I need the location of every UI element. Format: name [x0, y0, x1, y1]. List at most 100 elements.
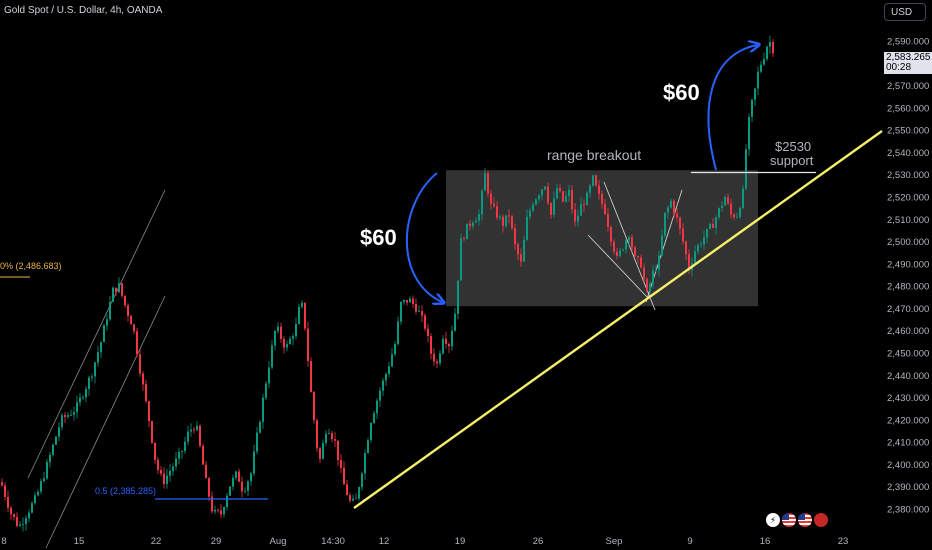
candle-body: [760, 64, 762, 72]
rising-trendline[interactable]: [353, 130, 883, 509]
candle-body: [439, 353, 441, 364]
candle-body: [334, 439, 336, 441]
candle-body: [229, 486, 231, 496]
candle-body: [493, 203, 495, 207]
channel-line: [45, 295, 166, 549]
y-axis: 2,380.000 2,390.000 2,400.000 2,410.000 2,42…: [887, 37, 929, 516]
candle-body: [175, 458, 177, 467]
y-tick-label: 2,420.000: [887, 415, 929, 426]
candle-body: [253, 451, 255, 474]
y-tick-label: 2,480.000: [887, 282, 929, 293]
candle-body: [313, 392, 315, 421]
candle-body: [118, 283, 120, 293]
candle-body: [67, 415, 69, 417]
move-right-label: $60: [663, 80, 700, 105]
candle-body: [475, 220, 477, 223]
candle-body: [211, 496, 213, 512]
last-price-tag: 2,583.265 00:28: [884, 52, 932, 74]
candle-body: [754, 88, 756, 100]
candle-body: [520, 254, 522, 262]
candle-body: [460, 238, 462, 281]
candle-body: [217, 509, 219, 511]
candle-body: [46, 462, 48, 479]
candle-body: [451, 330, 453, 347]
x-tick-label: Aug: [270, 536, 287, 547]
candle-body: [448, 344, 450, 347]
candle-body: [28, 512, 30, 519]
candle-body: [643, 267, 645, 279]
candle-body: [583, 204, 585, 206]
candle-body: [298, 306, 300, 324]
candle-body: [661, 235, 663, 256]
candle-body: [343, 467, 345, 485]
candle-body: [511, 216, 513, 229]
candle-body: [13, 514, 15, 518]
candle-body: [577, 215, 579, 222]
candle-body: [10, 507, 12, 515]
candle-body: [58, 427, 60, 437]
candle-body: [436, 361, 438, 364]
candle-body: [652, 270, 654, 284]
candle-body: [112, 287, 114, 302]
candle-body: [712, 223, 714, 229]
candle-body: [517, 244, 519, 255]
candle-body: [37, 491, 39, 496]
candle-body: [91, 376, 93, 378]
x-axis: 8 15 22 29 Aug 14:30 12 19 26 Sep 9 16 23: [1, 536, 848, 547]
candle-body: [379, 390, 381, 401]
candle-body: [103, 325, 105, 343]
candle-body: [64, 415, 66, 417]
candle-body: [607, 213, 609, 228]
candle-body: [145, 384, 147, 402]
candle-body: [70, 414, 72, 416]
candle-body: [499, 216, 501, 218]
candle-body: [34, 495, 36, 504]
candle-body: [544, 186, 546, 190]
us-flag-icon[interactable]: [782, 513, 796, 527]
candle-body: [397, 321, 399, 345]
candle-body: [76, 402, 78, 413]
channel-line: [27, 189, 166, 479]
candle-body: [541, 189, 543, 196]
candle-body: [685, 241, 687, 255]
candle-body: [316, 420, 318, 449]
candle-body: [769, 41, 771, 47]
candle-body: [127, 305, 129, 316]
us-flag-icon[interactable]: [798, 513, 812, 527]
candle-body: [52, 444, 54, 455]
candle-body: [325, 433, 327, 443]
candle-body: [556, 188, 558, 199]
candle-body: [166, 475, 168, 484]
candle-body: [133, 324, 135, 332]
candle-body: [214, 509, 216, 512]
candle-body: [532, 204, 534, 211]
candle-body: [568, 189, 570, 196]
candle-body: [373, 413, 375, 424]
candle-body: [328, 433, 330, 434]
candle-body: [388, 366, 390, 374]
candle-body: [598, 185, 600, 194]
lightning-icon[interactable]: ⚡: [766, 513, 780, 527]
candle-body: [337, 440, 339, 461]
event-marker-icon[interactable]: [814, 513, 828, 527]
fib-bottom-label: 0.5 (2,385.285): [95, 486, 156, 496]
candle-body: [88, 377, 90, 389]
x-tick-label: 19: [455, 536, 466, 547]
candle-body: [238, 471, 240, 482]
candle-body: [697, 244, 699, 252]
candle-body: [256, 432, 258, 452]
candle-body: [277, 326, 279, 331]
candle-body: [442, 338, 444, 354]
candle-body: [148, 401, 150, 422]
candle-body: [427, 328, 429, 337]
y-tick-label: 2,450.000: [887, 349, 929, 360]
candle-body: [550, 202, 552, 215]
candle-body: [286, 344, 288, 348]
symbol-title[interactable]: Gold Spot / U.S. Dollar, 4h, OANDA: [4, 5, 163, 16]
y-tick-label: 2,490.000: [887, 259, 929, 270]
currency-selector[interactable]: USD: [884, 3, 926, 21]
candle-body: [295, 323, 297, 337]
candle-body: [613, 241, 615, 252]
y-tick-label: 2,470.000: [887, 304, 929, 315]
